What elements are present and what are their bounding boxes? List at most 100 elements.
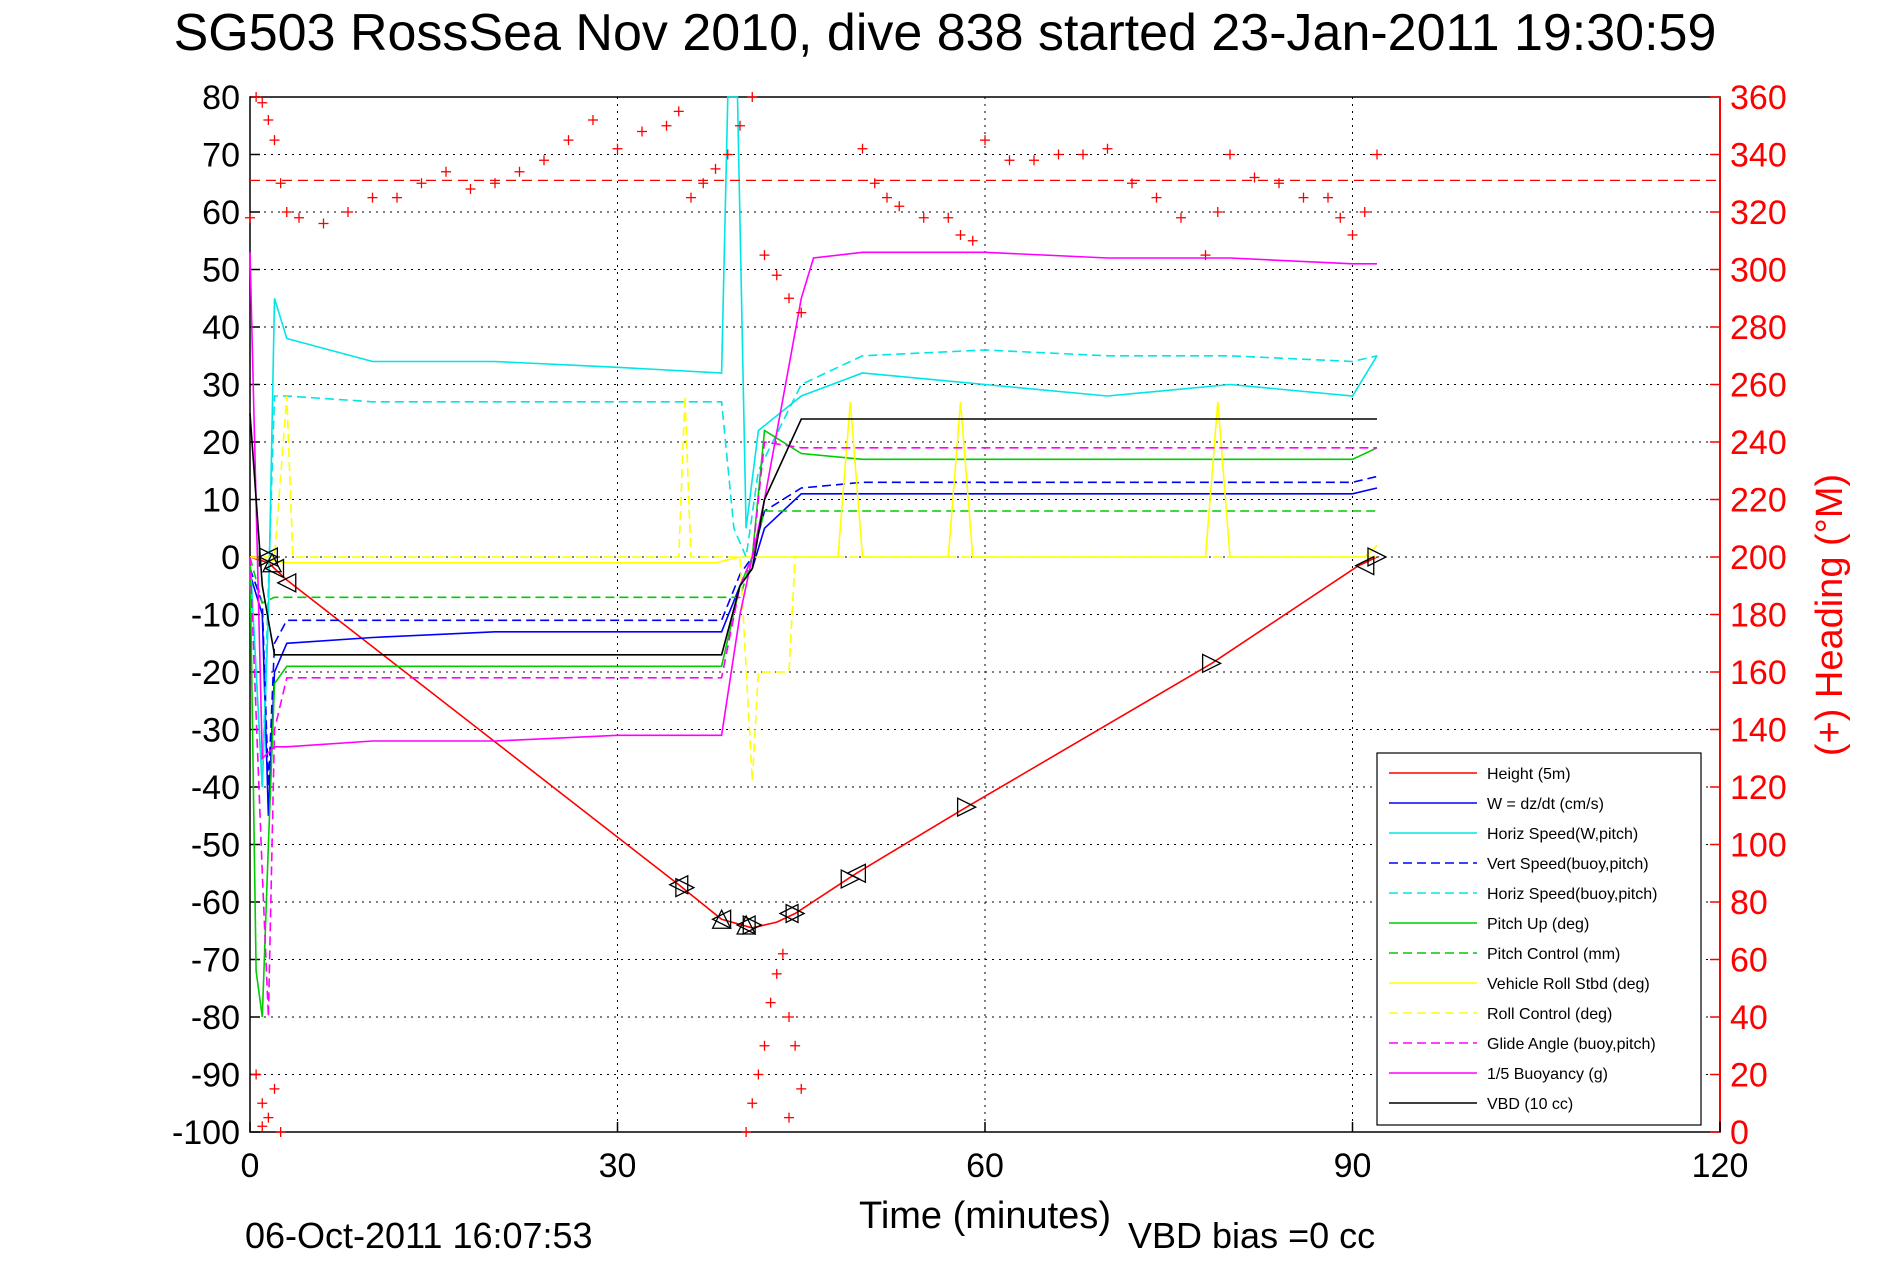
heading-point: [343, 207, 353, 217]
left-tick-label: -70: [191, 942, 240, 980]
right-triangle-marker: [675, 877, 696, 898]
legend-label: Vehicle Roll Stbd (deg): [1487, 976, 1650, 993]
heading-point: [747, 92, 758, 102]
heading-point: [294, 212, 304, 223]
series-line-vert-speed-buoy-pitch: [249, 475, 1378, 788]
heading-point: [771, 270, 782, 281]
left-tick-label: 0: [221, 539, 240, 577]
x-axis: 0 30 60 90 120: [241, 1122, 1749, 1185]
heading-point: [759, 1040, 770, 1051]
series-line-horiz-speed-w-pitch: [249, 96, 1378, 788]
left-tick-label: 50: [202, 252, 240, 290]
heading-point: [796, 1083, 807, 1094]
heading-point: [269, 1083, 280, 1094]
heading-point: [367, 192, 378, 203]
heading-point: [1078, 149, 1088, 160]
heading-point: [269, 135, 280, 146]
left-tick-label: 80: [202, 79, 240, 117]
heading-point: [955, 230, 966, 240]
right-tick-label: 160: [1730, 654, 1787, 692]
heading-point: [1176, 212, 1186, 223]
left-triangle-marker: [778, 903, 799, 924]
left-tick-label: -30: [191, 712, 240, 750]
heading-point: [753, 1069, 764, 1080]
series-line-glide-angle-buoy-pitch: [249, 441, 1377, 1018]
up-triangle-marker: [261, 552, 283, 573]
left-tick-label: -40: [191, 769, 240, 807]
x-tick-label: 120: [1692, 1147, 1749, 1185]
legend-label: 1/5 Buoyancy (g): [1487, 1066, 1608, 1083]
heading-point: [257, 97, 268, 108]
dive-markers: [257, 546, 1388, 936]
heading-point: [784, 293, 794, 304]
right-tick-label: 100: [1730, 827, 1787, 865]
right-tick-label: 20: [1730, 1057, 1768, 1095]
heading-point: [281, 207, 292, 217]
right-triangle-marker: [1367, 546, 1388, 568]
left-axis: -100-90-80-70-60-50-40-30-20-10010203040…: [172, 79, 260, 1152]
series-line-height-5m: [249, 556, 1378, 929]
right-tick-label: 200: [1730, 539, 1787, 577]
series-line-1-5-buoyancy-g: [249, 251, 1377, 761]
x-tick-label: 60: [966, 1147, 1004, 1185]
heading-point: [1359, 207, 1370, 217]
left-tick-label: -10: [191, 597, 240, 635]
right-tick-label: 180: [1730, 597, 1787, 635]
right-triangle-marker: [785, 903, 806, 924]
heading-point: [894, 201, 905, 212]
heading-point: [1335, 212, 1346, 223]
heading-point: [275, 178, 286, 189]
left-triangle-marker: [276, 572, 297, 593]
chart-title: SG503 RossSea Nov 2010, dive 838 started…: [174, 4, 1717, 62]
heading-point: [673, 106, 684, 117]
series-line-vbd-10-cc: [249, 413, 1377, 656]
legend-label: Pitch Control (mm): [1487, 946, 1620, 963]
heading-point: [245, 212, 255, 223]
up-triangle-marker: [711, 908, 732, 929]
heading-point: [790, 1040, 801, 1051]
heading-point: [980, 135, 990, 146]
heading-point: [257, 1121, 268, 1132]
heading-point: [735, 120, 745, 131]
heading-point: [882, 192, 892, 203]
heading-point: [1274, 178, 1284, 189]
heading-point: [275, 1127, 286, 1137]
heading-point: [539, 155, 549, 166]
heading-point: [251, 1069, 262, 1080]
heading-point: [257, 1098, 268, 1109]
left-tick-label: -80: [191, 999, 240, 1037]
heading-point: [263, 1112, 274, 1123]
heading-point: [1225, 149, 1235, 160]
x-tick-label: 0: [241, 1147, 260, 1185]
heading-point: [1200, 250, 1211, 261]
heading-point: [918, 212, 929, 223]
right-tick-label: 0: [1730, 1114, 1749, 1152]
heading-point: [869, 178, 880, 189]
heading-point: [686, 192, 696, 203]
series-line-pitch-up-deg: [249, 429, 1378, 1018]
right-triangle-marker: [956, 797, 978, 818]
right-tick-label: 80: [1730, 884, 1768, 922]
heading-point: [318, 218, 329, 229]
heading-point: [1004, 155, 1015, 166]
legend-label: W = dz/dt (cm/s): [1487, 796, 1604, 813]
right-tick-label: 320: [1730, 194, 1787, 232]
right-triangle-marker: [1201, 653, 1223, 674]
heading-point: [1151, 192, 1162, 203]
heading-point: [857, 143, 868, 154]
heading-point: [1298, 192, 1309, 203]
heading-point: [465, 184, 476, 194]
heading-point: [1323, 192, 1333, 203]
heading-layer: [245, 92, 1720, 1137]
heading-point: [747, 1098, 758, 1109]
series-line-roll-control-deg: [250, 395, 1377, 782]
left-tick-label: 20: [202, 424, 240, 462]
left-tick-label: 40: [202, 309, 240, 347]
heading-point: [1372, 149, 1382, 160]
left-triangle-marker: [1354, 555, 1375, 576]
left-tick-label: 30: [202, 367, 240, 405]
up-triangle-marker: [736, 914, 757, 935]
heading-point: [416, 178, 427, 189]
left-triangle-marker: [735, 914, 756, 936]
